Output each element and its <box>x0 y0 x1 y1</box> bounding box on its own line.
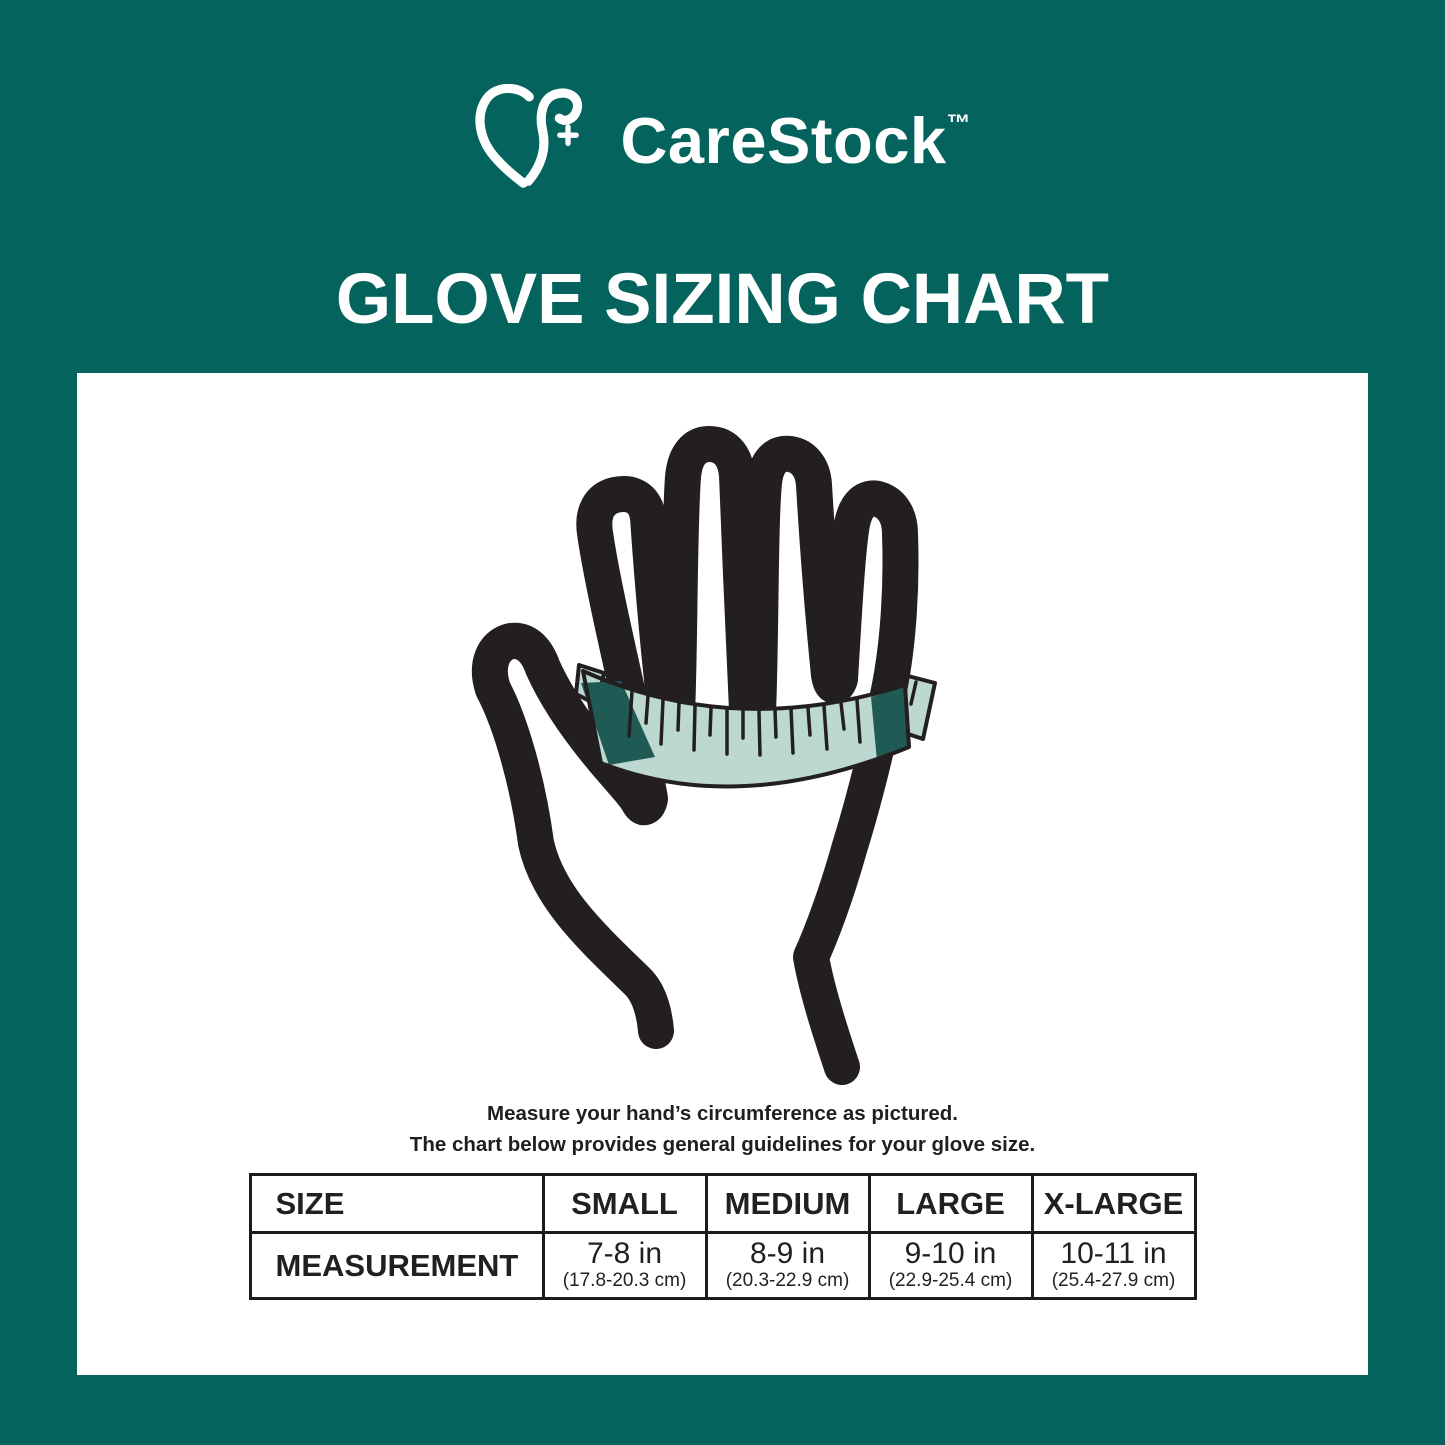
content-card: Measure your hand’s circumference as pic… <box>77 373 1368 1375</box>
size-header-small: SMALL <box>541 1173 708 1234</box>
measurement-cell-large: 9-10 in (22.9-25.4 cm) <box>867 1231 1034 1300</box>
measurement-inches: 10-11 in <box>1060 1237 1167 1270</box>
row-label-measurement: MEASUREMENT <box>248 1231 545 1300</box>
measurement-cell-x-large: 10-11 in (25.4-27.9 cm) <box>1030 1231 1197 1300</box>
measurement-inches: 7-8 in <box>586 1237 663 1270</box>
measurement-cm: (22.9-25.4 cm) <box>888 1270 1013 1291</box>
row-label-size: SIZE <box>248 1173 545 1234</box>
measurement-cm: (20.3-22.9 cm) <box>725 1270 850 1291</box>
measurement-inches: 9-10 in <box>904 1237 997 1270</box>
brand-name-text: CareStock <box>620 103 947 177</box>
measurement-inches: 8-9 in <box>749 1237 826 1270</box>
trademark-symbol: ™ <box>946 109 971 137</box>
table-row-sizes: SIZE SMALL MEDIUM LARGE X-LARGE <box>248 1173 1197 1234</box>
heart-plus-icon <box>475 84 583 188</box>
size-header-medium: MEDIUM <box>704 1173 871 1234</box>
measurement-cell-small: 7-8 in (17.8-20.3 cm) <box>541 1231 708 1300</box>
hand-measure-illustration <box>443 393 1003 1093</box>
measurement-cm: (17.8-20.3 cm) <box>562 1270 687 1291</box>
measurement-cm: (25.4-27.9 cm) <box>1051 1270 1176 1291</box>
size-header-x-large: X-LARGE <box>1030 1173 1197 1234</box>
size-table: SIZE SMALL MEDIUM LARGE X-LARGE MEASUREM… <box>248 1173 1197 1300</box>
size-header-large: LARGE <box>867 1173 1034 1234</box>
page-title: GLOVE SIZING CHART <box>335 260 1110 339</box>
instructions: Measure your hand’s circumference as pic… <box>410 1098 1035 1160</box>
instructions-line-1: Measure your hand’s circumference as pic… <box>487 1102 958 1125</box>
measuring-tape <box>573 663 911 789</box>
instructions-line-2: The chart below provides general guideli… <box>409 1133 1036 1156</box>
brand-name: CareStock ™ <box>620 108 970 173</box>
hand-outline <box>471 426 919 1085</box>
table-row-measurements: MEASUREMENT 7-8 in (17.8-20.3 cm) 8-9 in… <box>248 1231 1197 1300</box>
brand-logo: CareStock ™ <box>0 84 1445 196</box>
measurement-cell-medium: 8-9 in (20.3-22.9 cm) <box>704 1231 871 1300</box>
